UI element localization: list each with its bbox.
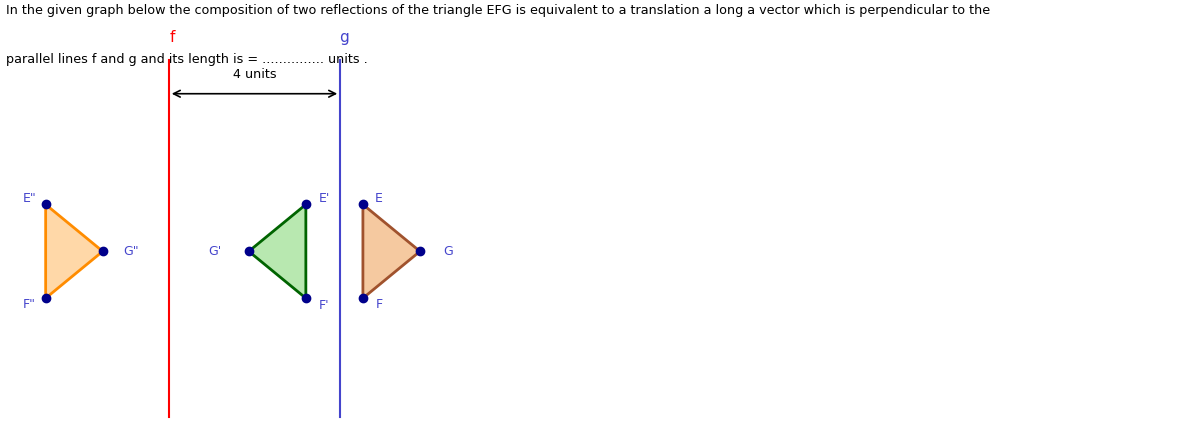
Polygon shape (46, 204, 103, 298)
Text: E": E" (23, 192, 36, 204)
Text: F': F' (319, 299, 330, 312)
Text: g: g (338, 30, 348, 45)
Text: F": F" (23, 298, 36, 311)
Text: parallel lines f and g and its length is = ............... units .: parallel lines f and g and its length is… (6, 53, 367, 66)
Text: E: E (374, 192, 383, 204)
Text: G: G (444, 245, 454, 258)
Text: G': G' (208, 245, 221, 258)
Text: In the given graph below the composition of two reflections of the triangle EFG : In the given graph below the composition… (6, 4, 990, 17)
Text: 4 units: 4 units (233, 68, 276, 81)
Text: E': E' (318, 192, 330, 204)
Polygon shape (248, 204, 306, 298)
Polygon shape (362, 204, 420, 298)
Text: F: F (376, 298, 383, 311)
Text: G": G" (124, 245, 139, 258)
Text: f: f (169, 30, 175, 45)
